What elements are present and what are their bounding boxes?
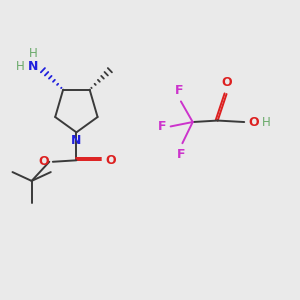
Text: O: O — [105, 154, 116, 167]
Text: F: F — [177, 148, 185, 160]
Text: O: O — [248, 116, 259, 128]
Text: H: H — [28, 46, 37, 60]
Text: O: O — [221, 76, 232, 89]
Text: H: H — [262, 116, 271, 128]
Text: O: O — [39, 155, 49, 168]
Text: H: H — [16, 61, 25, 74]
Text: F: F — [158, 120, 166, 133]
Text: F: F — [175, 84, 184, 97]
Text: N: N — [71, 134, 82, 147]
Text: N: N — [28, 61, 39, 74]
